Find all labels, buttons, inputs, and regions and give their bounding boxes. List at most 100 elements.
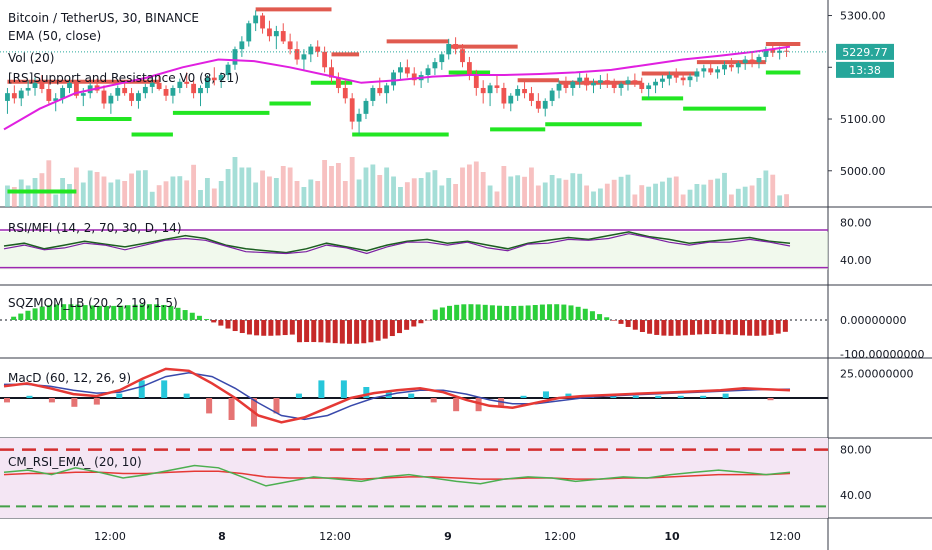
candle-body (5, 93, 10, 101)
candle-body (136, 93, 141, 101)
cm-tick-label: 40.00 (840, 489, 872, 502)
sqz-bar (389, 320, 395, 337)
candle-body (577, 77, 583, 82)
volume-bar (329, 166, 334, 207)
candle-body (501, 87, 507, 104)
sqz-bar (211, 320, 217, 323)
volume-bar (770, 174, 776, 207)
sqz-bar (525, 305, 531, 320)
candle-body (260, 15, 265, 29)
symbol-title: Bitcoin / TetherUS, 30, BINANCE (8, 11, 199, 25)
candle-body (356, 113, 362, 122)
candle-body (163, 89, 169, 96)
volume-bar (708, 179, 714, 207)
sqz-bar (775, 320, 781, 334)
ema-line (3, 45, 791, 131)
volume-bar (301, 187, 307, 207)
candle-body (60, 87, 66, 99)
sqz-bar (561, 304, 567, 320)
volume-bar (101, 176, 107, 207)
candle-body (287, 41, 293, 50)
candle-body (342, 87, 348, 99)
sqz-bar (568, 305, 574, 320)
countdown-label: 13:38 (849, 64, 881, 77)
candle-body (53, 98, 59, 101)
candle-body (487, 85, 493, 94)
candle-body (239, 41, 245, 50)
candle-body (122, 87, 128, 94)
macd-histogram-bar (453, 398, 460, 412)
candle-body (673, 75, 679, 78)
current-price-tag (836, 43, 894, 60)
candle-body (363, 100, 369, 114)
volume-bar (308, 179, 314, 207)
volume-bar (749, 185, 755, 207)
sqz-bar (125, 305, 131, 320)
candle-body (604, 80, 610, 84)
volume-bar (632, 194, 638, 207)
volume-bar (67, 184, 72, 207)
volume-bar (453, 184, 459, 207)
sqz-bar (632, 320, 638, 330)
sqz-bar (654, 320, 660, 335)
sqz-bar (325, 320, 331, 343)
candle-body (411, 73, 417, 81)
candle-body (542, 100, 548, 109)
sqz-bar (339, 320, 345, 344)
macd-histogram-bar (565, 393, 572, 398)
candle-body (666, 75, 672, 79)
sqz-bar (175, 307, 181, 320)
sqz-bar (311, 320, 317, 343)
volume-bar (639, 185, 645, 207)
sqz-bar (75, 304, 81, 320)
candle-body (67, 82, 72, 88)
sqz-bar (675, 320, 681, 336)
volume-bar (322, 160, 328, 207)
volume-bar (418, 178, 424, 207)
sqz-bar (239, 320, 245, 334)
mfi-line (3, 233, 791, 255)
sqz-bar (539, 304, 545, 320)
candle-body (742, 59, 748, 64)
volume-bar (342, 181, 348, 207)
candle-body (301, 54, 307, 60)
candle-body (218, 75, 224, 81)
sqz-bar (104, 305, 110, 320)
volume-bar (597, 188, 603, 207)
volume-bar (784, 194, 789, 207)
candle-body (204, 77, 210, 88)
candle-body (225, 64, 231, 76)
sqz-bar (232, 320, 238, 332)
volume-bar (687, 189, 693, 207)
candle-body (253, 15, 259, 24)
candle-body (453, 43, 459, 50)
volume-bar (715, 178, 721, 207)
sqz-bar (318, 320, 324, 343)
candle-body (646, 85, 652, 90)
volume-bar (439, 185, 445, 207)
sqz-bar (432, 309, 438, 320)
volume-bar (694, 184, 700, 207)
volume-bar (508, 176, 514, 207)
legend-macd: MacD (60, 12, 26, 9) (8, 371, 131, 385)
candle-body (142, 86, 148, 94)
sqz-bar (739, 320, 745, 336)
candle-body (177, 81, 183, 88)
volume-bar (370, 164, 376, 207)
sqz-bar (611, 320, 617, 321)
sqz-tick-label: -100.00000000 (840, 348, 924, 361)
volume-bar (756, 178, 762, 207)
current-price-label: 5229.77 (842, 46, 888, 59)
candle-body (198, 87, 203, 94)
volume-bar (287, 167, 293, 207)
sqz-bar (275, 320, 281, 336)
sqz-bar (782, 320, 788, 332)
sqz-bar (268, 320, 274, 336)
volume-bar (225, 169, 231, 207)
candle-body (466, 62, 472, 76)
volume-bar (94, 172, 100, 207)
volume-bar (542, 182, 548, 207)
sqz-bar (461, 304, 467, 320)
sqz-bar (289, 320, 295, 335)
